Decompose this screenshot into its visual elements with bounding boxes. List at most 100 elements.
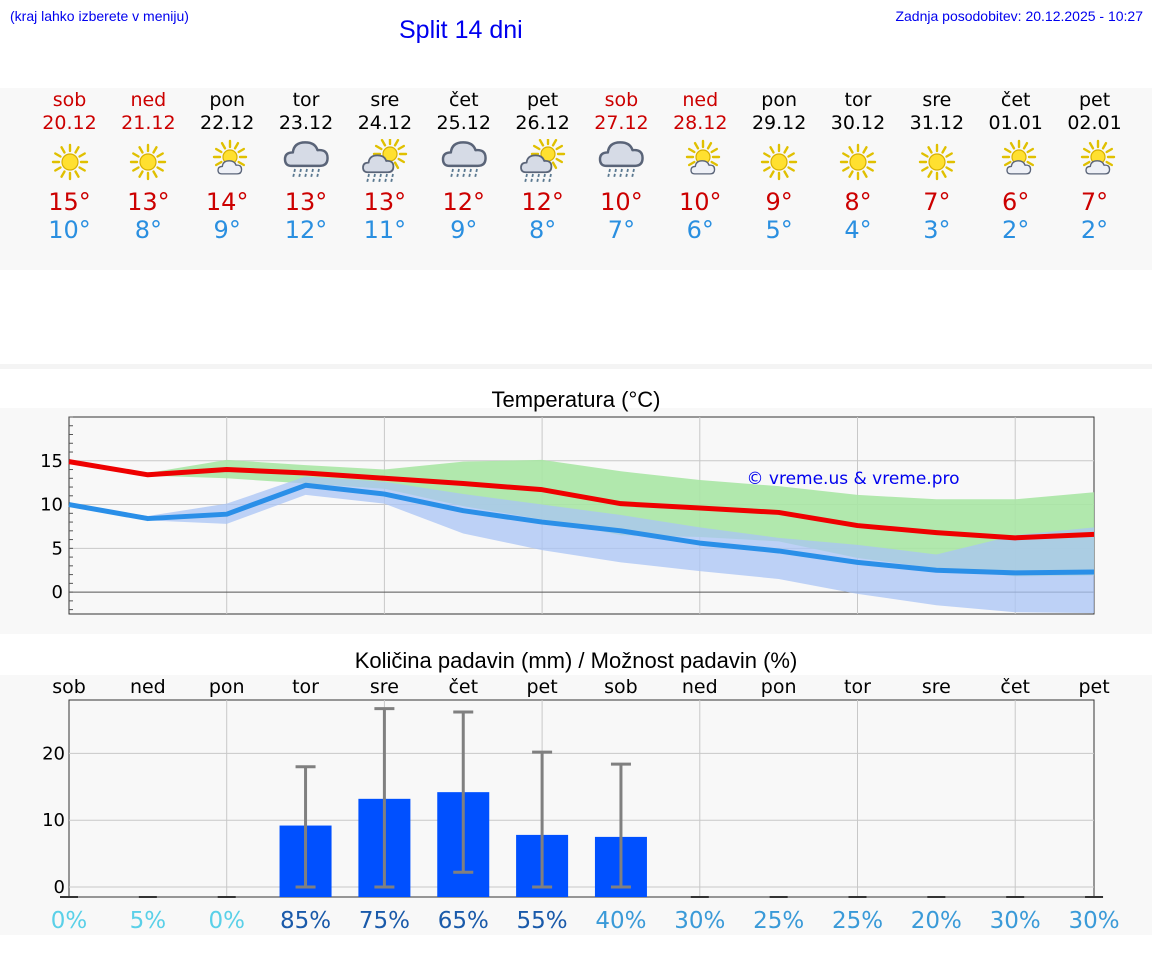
rain-drops bbox=[523, 173, 552, 184]
sun-ray bbox=[862, 170, 868, 178]
day-column: ned 21.12 13° 8° bbox=[109, 88, 188, 244]
rain-drop bbox=[523, 173, 528, 184]
temp-max: 13° bbox=[363, 188, 407, 216]
sun-ray bbox=[393, 161, 400, 170]
sun-shape bbox=[918, 143, 956, 181]
cloud-outline bbox=[1006, 160, 1031, 175]
sun-ray bbox=[132, 166, 141, 172]
x-category-label: pet bbox=[526, 676, 557, 698]
temp-max: 10° bbox=[600, 188, 643, 216]
cloud-shape bbox=[362, 154, 395, 174]
sun-ray bbox=[215, 160, 223, 167]
day-name: sre bbox=[922, 89, 952, 111]
sun-ray bbox=[710, 147, 719, 154]
day-name: čet bbox=[1000, 89, 1031, 111]
day-column: sob 27.12 10° 7° bbox=[582, 88, 661, 244]
day-column: pon 22.12 14° 9° bbox=[188, 88, 267, 244]
temp-min: 7° bbox=[607, 216, 636, 244]
sun-ray bbox=[237, 160, 246, 167]
x-category-label: čet bbox=[1000, 676, 1030, 698]
region-menu-hint[interactable]: (kraj lahko izberete v meniju) bbox=[10, 8, 189, 24]
sun-ray bbox=[551, 161, 557, 170]
day-column: čet 01.01 6° 2° bbox=[976, 88, 1055, 244]
sun-ray bbox=[769, 146, 775, 154]
rain-drop bbox=[631, 168, 636, 179]
rain-drop bbox=[619, 168, 624, 179]
temp-max: 14° bbox=[205, 188, 249, 216]
sun-ray bbox=[688, 160, 696, 167]
sun-ray bbox=[393, 139, 400, 147]
x-category-label: sob bbox=[604, 676, 638, 698]
x-category-label: ned bbox=[130, 676, 166, 698]
temp-min: 8° bbox=[134, 216, 162, 244]
y-tick-label: 15 bbox=[40, 451, 63, 472]
sun-ray bbox=[77, 166, 86, 172]
y-tick-label: 20 bbox=[42, 743, 65, 764]
cloud-outline bbox=[690, 160, 716, 175]
rain-drop bbox=[366, 173, 370, 184]
precip-probability: 25% bbox=[832, 908, 883, 934]
x-category-label: čet bbox=[448, 676, 478, 698]
rain-drop bbox=[304, 168, 308, 179]
sun-ray bbox=[1009, 141, 1015, 150]
cloud-outline bbox=[283, 141, 329, 168]
rain-drop bbox=[529, 173, 534, 184]
temp-max: 12° bbox=[442, 188, 486, 216]
day-date: 24.12 bbox=[357, 112, 413, 134]
rain-drop bbox=[467, 168, 472, 179]
sun-ray bbox=[842, 152, 850, 158]
page-title: Split 14 dni bbox=[399, 16, 523, 44]
precip-probability: 25% bbox=[753, 908, 804, 934]
sun-ray bbox=[769, 170, 775, 178]
precip-probability: 0% bbox=[51, 908, 88, 934]
day-date: 22.12 bbox=[199, 112, 255, 134]
sun-ray bbox=[866, 152, 874, 158]
rain-drop bbox=[316, 168, 320, 179]
rain-drop bbox=[541, 173, 546, 184]
cloud-outline bbox=[599, 141, 645, 168]
temp-min: 2° bbox=[1002, 216, 1030, 244]
temp-min: 10° bbox=[48, 216, 91, 244]
sun-ray bbox=[920, 166, 929, 172]
temp-min: 11° bbox=[363, 216, 407, 244]
sun-ray bbox=[866, 166, 874, 172]
sun-ray bbox=[787, 152, 796, 158]
cloud-outline bbox=[217, 160, 243, 175]
sun-ray bbox=[397, 144, 405, 151]
temperature-chart: 0 5 10 15 © vreme.us & vreme.pro bbox=[40, 416, 1095, 615]
precip-probability: 65% bbox=[438, 908, 489, 934]
day-name: tor bbox=[844, 89, 872, 111]
sun-ray bbox=[1105, 160, 1113, 167]
y-tick-label: 10 bbox=[40, 495, 63, 516]
sun-shape bbox=[130, 143, 167, 181]
rain-drop bbox=[449, 168, 454, 179]
sun-ray bbox=[138, 170, 145, 178]
sun-cloud-icon bbox=[212, 139, 248, 175]
day-name: ned bbox=[130, 89, 167, 111]
sun-ray bbox=[380, 139, 387, 147]
sun-ray bbox=[848, 170, 854, 178]
precip-probability: 30% bbox=[990, 908, 1041, 934]
temp-max: 9° bbox=[765, 188, 793, 216]
temp-min: 4° bbox=[844, 216, 872, 244]
precip-probability: 75% bbox=[359, 908, 410, 934]
cloud-rain-icon bbox=[283, 141, 329, 179]
precip-chart-title: Količina padavin (mm) / Možnost padavin … bbox=[354, 648, 798, 673]
sun-ray bbox=[941, 146, 947, 154]
rain-drop bbox=[461, 168, 466, 179]
temp-min: 9° bbox=[213, 216, 241, 244]
sun-ray bbox=[1082, 147, 1091, 154]
sun-ray bbox=[156, 152, 165, 158]
cloud-shape bbox=[441, 141, 487, 168]
sun-ray bbox=[73, 170, 80, 178]
day-column: ned 28.12 10° 6° bbox=[661, 88, 740, 244]
sun-ray bbox=[532, 144, 541, 151]
sun-ray bbox=[848, 146, 854, 154]
cloud-shape bbox=[1084, 160, 1110, 175]
cloud-shape bbox=[599, 141, 645, 168]
cloud-rain-icon bbox=[599, 141, 645, 179]
sun-ray bbox=[53, 152, 62, 158]
temp-min: 6° bbox=[686, 216, 714, 244]
sun-shape bbox=[839, 143, 877, 181]
max-temp-line bbox=[68, 459, 1095, 541]
